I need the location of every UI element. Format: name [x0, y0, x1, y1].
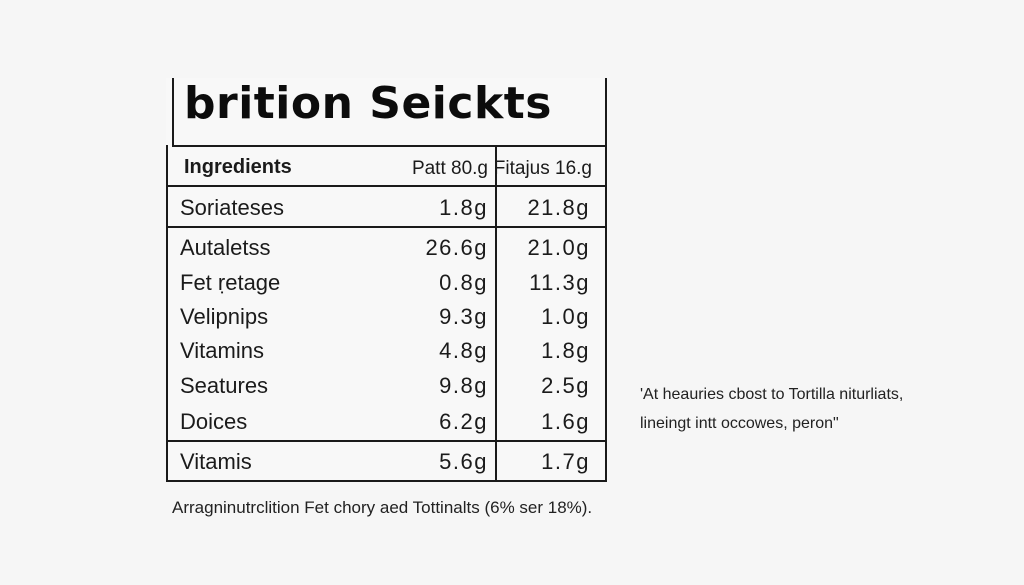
label-title: brition Seickts	[184, 78, 552, 129]
table-left-border	[166, 145, 168, 482]
row-name: Vitamis	[180, 449, 252, 474]
header-column-1: Patt 80.g	[411, 158, 488, 179]
row-name: Doices	[180, 409, 248, 434]
header-column-2: Fitajus 16.g	[493, 158, 592, 179]
row-name: Soriateses	[180, 195, 284, 220]
row-value-col1: 6.2g	[439, 409, 488, 434]
label-right-border	[605, 78, 607, 482]
row-value-col1: 26.6g	[425, 235, 488, 260]
row-value-col2: 1.6g	[541, 409, 590, 434]
row-value-col2: 1.0g	[541, 304, 590, 329]
title-divider	[172, 145, 607, 147]
row-value-col1: 9.8g	[439, 373, 488, 398]
row-name: Fet ṛetage	[180, 270, 281, 295]
row-value-col1: 4.8g	[439, 338, 488, 363]
row-divider-1	[166, 226, 607, 228]
row-name: Vitamins	[180, 338, 264, 363]
header-ingredients: Ingredients	[184, 156, 292, 178]
row-value-col2: 21.8g	[527, 195, 590, 220]
row-value-col1: 0.8g	[439, 270, 488, 295]
label-footnote: Arragninutrclition Fet chory aed Tottina…	[172, 498, 593, 517]
table-bottom-border	[166, 480, 607, 482]
column-divider	[495, 145, 497, 482]
row-value-col2: 1.8g	[541, 338, 590, 363]
side-note-line-2: lineingt intt occowes, peron"	[640, 415, 839, 432]
row-value-col2: 11.3g	[529, 270, 590, 295]
row-value-col1: 1.8g	[439, 195, 488, 220]
row-name: Autaletss	[180, 235, 271, 260]
row-value-col2: 2.5g	[541, 373, 590, 398]
row-name: Seatures	[180, 373, 269, 398]
row-value-col2: 1.7g	[541, 449, 590, 474]
header-divider	[166, 185, 607, 187]
row-divider-last	[166, 440, 607, 442]
row-name: Velipnips	[180, 304, 269, 329]
row-value-col1: 5.6g	[439, 449, 488, 474]
side-note-line-1: 'At heauries cbost to Tortilla niturliat…	[640, 386, 904, 403]
row-value-col1: 9.3g	[439, 304, 488, 329]
row-value-col2: 21.0g	[527, 235, 590, 260]
label-left-border	[172, 78, 174, 146]
